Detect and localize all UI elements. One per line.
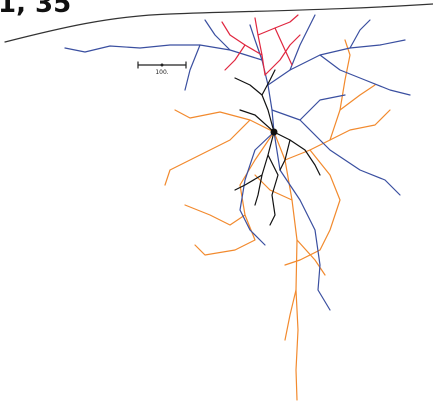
pia-line: [4, 3, 433, 43]
blue-neuron: [64, 14, 411, 311]
orange-neuron: [164, 39, 391, 401]
red-neuron: [221, 14, 301, 76]
scale-bar-label: 100.: [155, 69, 168, 76]
panel-label: 1, 35: [0, 0, 71, 19]
scale-bar: 100.: [137, 61, 187, 76]
black-neuron: [234, 69, 321, 226]
